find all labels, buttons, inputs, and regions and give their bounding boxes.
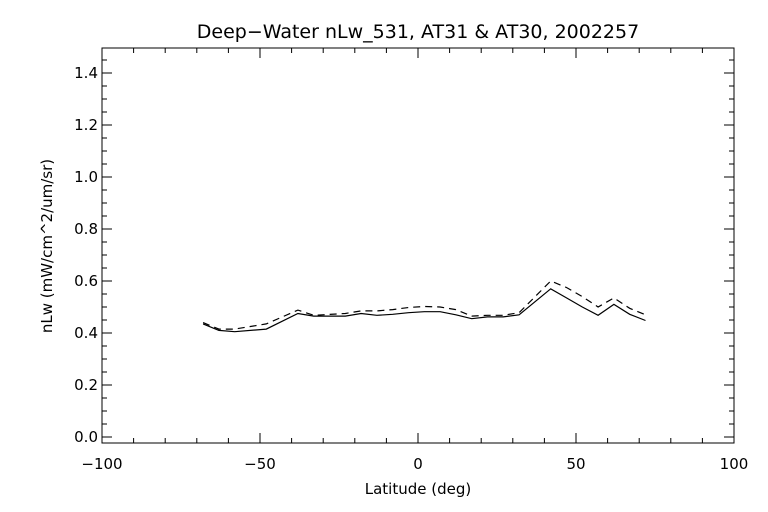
x-tick-labels: −100 −50 0 50 100 <box>81 455 748 473</box>
series-line-solid <box>202 288 646 333</box>
x-tick-label: 100 <box>720 455 749 473</box>
series-lines <box>202 280 646 333</box>
x-tick-label: 0 <box>413 455 423 473</box>
series-line-dashed <box>202 280 646 330</box>
y-tick-label: 0.8 <box>74 220 98 238</box>
y-tick-label: 0.6 <box>74 272 98 290</box>
x-tick-label: −50 <box>244 455 276 473</box>
y-tick-label: 1.0 <box>74 168 98 186</box>
y-tick-label: 0.2 <box>74 376 98 394</box>
y-tick-label: 1.4 <box>74 64 98 82</box>
x-tick-label: 50 <box>566 455 585 473</box>
axis-ticks <box>101 48 735 443</box>
x-axis-label: Latitude (deg) <box>365 480 471 498</box>
chart-title: Deep−Water nLw_531, AT31 & AT30, 2002257 <box>197 21 639 43</box>
y-tick-label: 0.4 <box>74 324 98 342</box>
y-tick-labels: 0.0 0.2 0.4 0.6 0.8 1.0 1.2 1.4 <box>74 64 98 446</box>
plot-frame <box>101 47 735 444</box>
y-tick-label: 0.0 <box>74 428 98 446</box>
x-tick-label: −100 <box>81 455 122 473</box>
y-axis-label: nLw (mW/cm^2/um/sr) <box>38 159 56 333</box>
y-tick-label: 1.2 <box>74 116 98 134</box>
